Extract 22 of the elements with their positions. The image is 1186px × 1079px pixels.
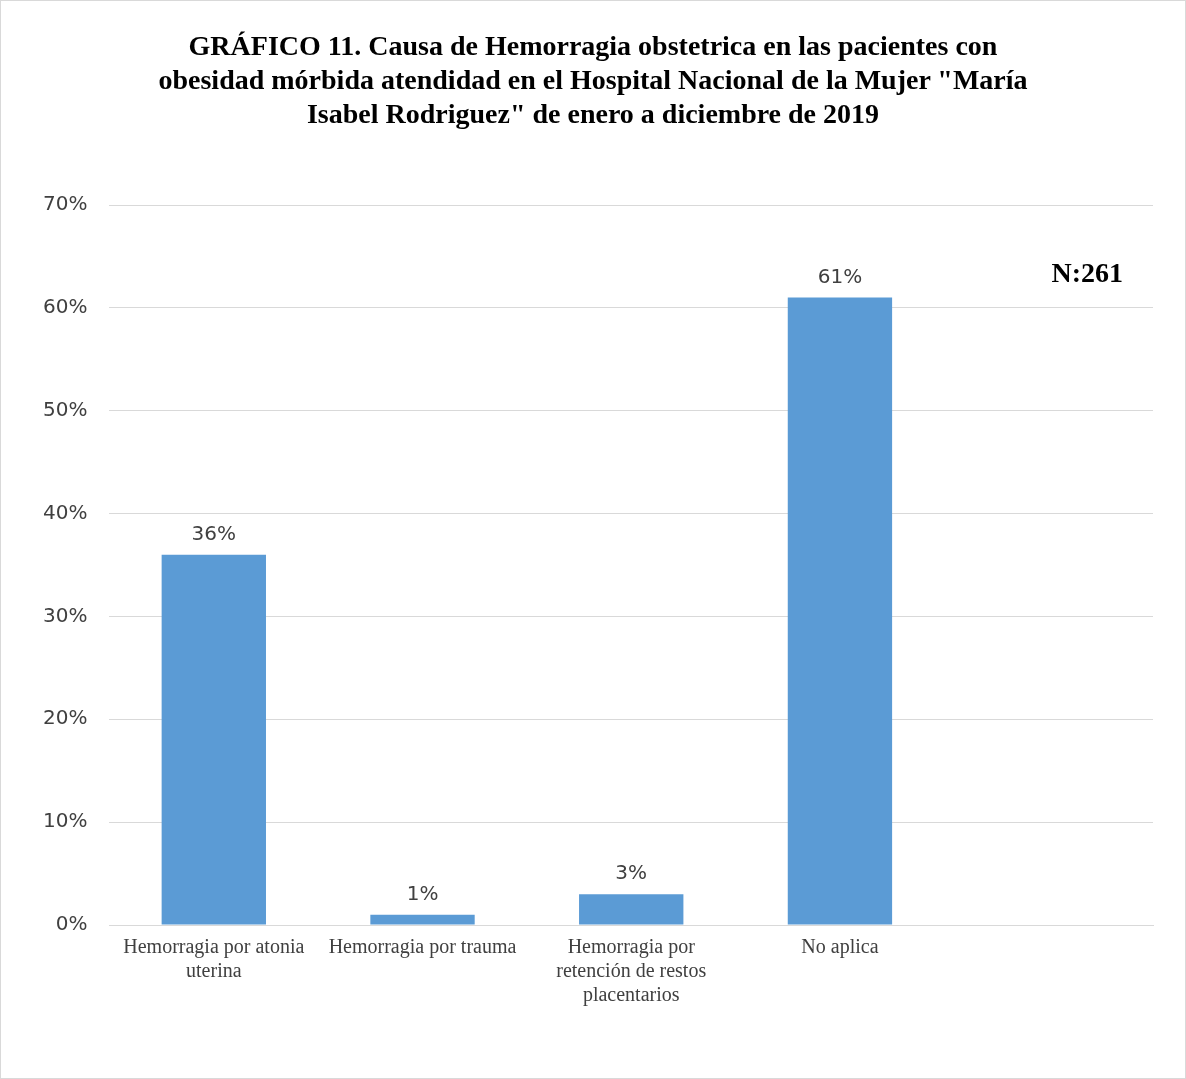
x-tick-label: Hemorragia por retención de restos placentarios	[556, 935, 707, 1007]
data-label: 3%	[615, 860, 648, 885]
x-tick-label: Hemorragia por trauma	[328, 935, 517, 959]
data-label: 1%	[406, 880, 439, 905]
data-label: 36%	[191, 520, 237, 545]
y-tick-label: 60%	[43, 294, 88, 319]
x-tick-label: No aplica	[801, 935, 879, 959]
y-tick-label: 70%	[43, 191, 88, 216]
y-tick-label: 40%	[43, 499, 88, 524]
data-label: 61%	[817, 263, 863, 288]
bar	[370, 914, 475, 925]
bar	[579, 894, 684, 925]
y-tick-label: 10%	[43, 808, 88, 833]
y-tick-label: 20%	[43, 705, 88, 730]
x-tick-label: Hemorragia por atonia uterina	[123, 935, 305, 982]
y-tick-label: 50%	[43, 396, 88, 421]
bar	[161, 554, 266, 925]
annotation: N:261	[1051, 257, 1123, 289]
y-tick-label: 30%	[43, 602, 88, 627]
chart-title: GRÁFICO 11. Causa de Hemorragia obstetrica en las pacientes con obesidad mórbida atendidad en el Hospital Nacional de la Mujer "María Isabel Rodriguez" de enero a diciembre de 2019	[157, 29, 1029, 131]
bar	[787, 297, 893, 925]
y-tick-label: 0%	[55, 911, 88, 936]
